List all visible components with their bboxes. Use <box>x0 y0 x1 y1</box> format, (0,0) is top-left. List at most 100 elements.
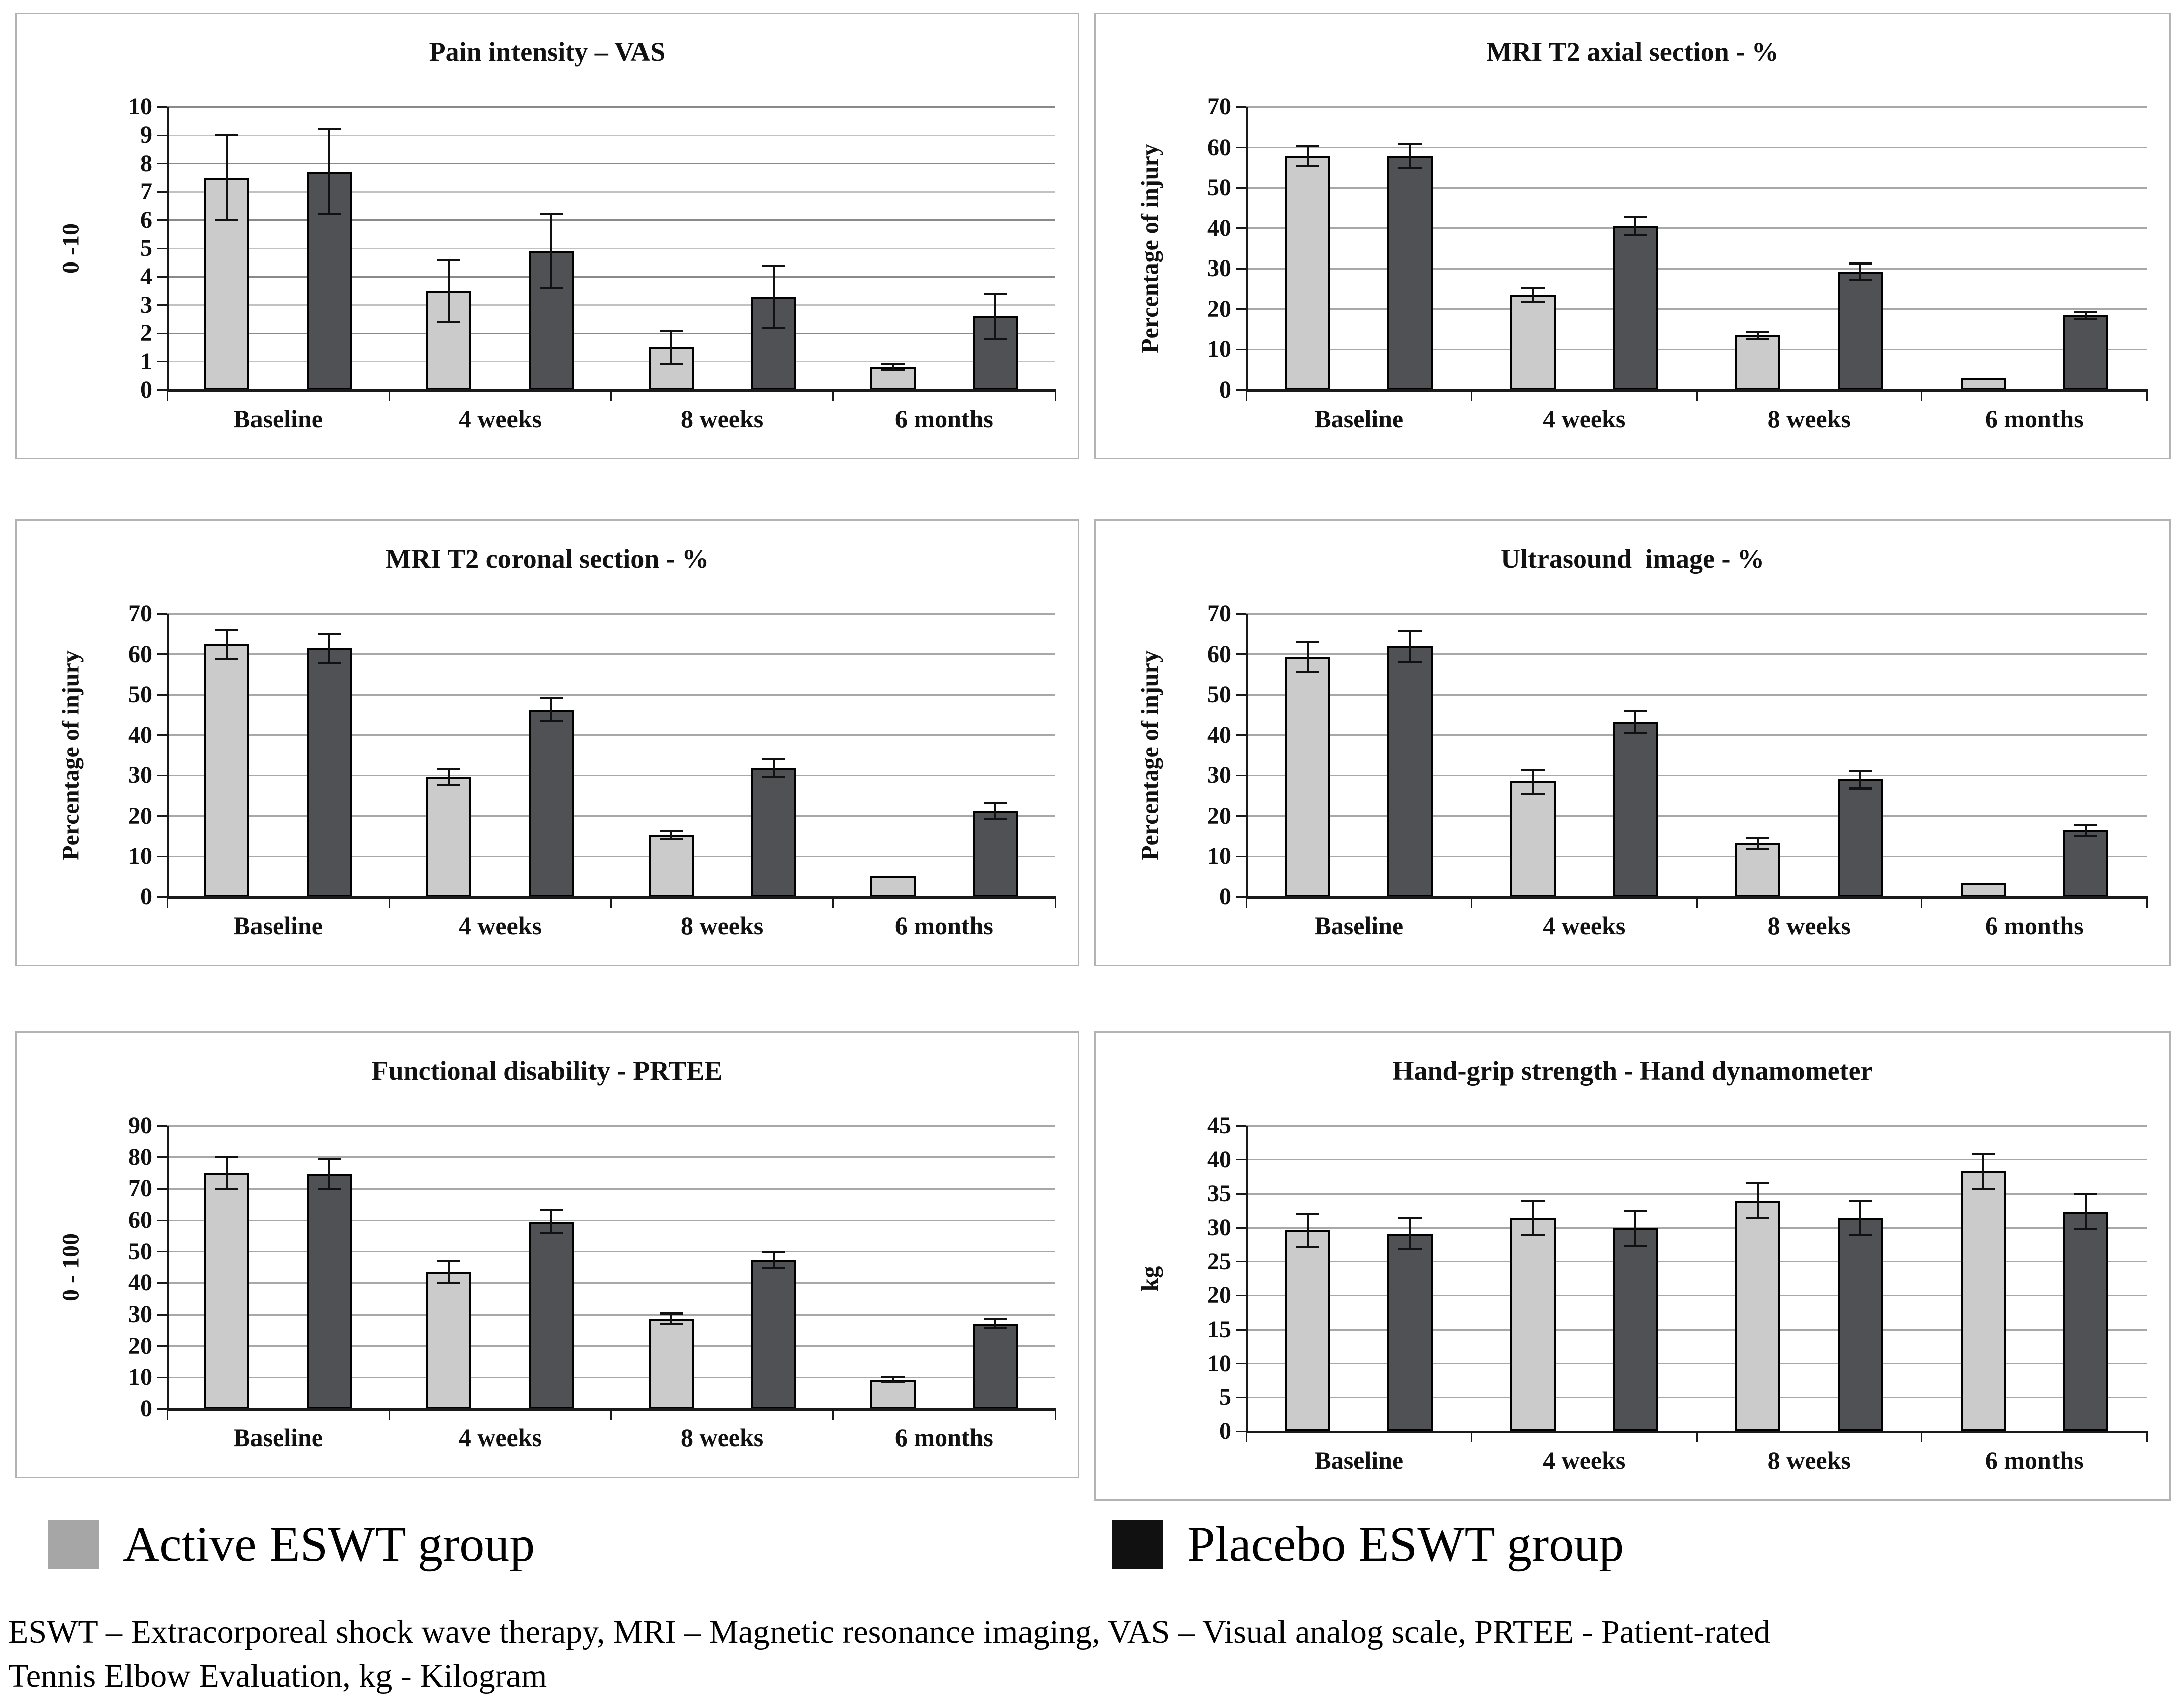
y-tick-label: 60 <box>128 640 152 668</box>
x-tick-mark <box>1245 390 1247 401</box>
bar-placebo-6-months <box>972 1323 1018 1409</box>
chart-panel-mri-coronal: MRI T2 coronal section - % Percentage of… <box>15 519 1079 966</box>
bar-placebo-8-weeks <box>1838 271 1883 390</box>
category-label-baseline: Baseline <box>233 1423 323 1452</box>
error-bar-cap-bottom <box>1398 166 1422 169</box>
error-bar-cap-bottom <box>983 1327 1007 1329</box>
y-tick-mark <box>1236 1227 1246 1229</box>
bar-active-8-weeks <box>648 835 694 897</box>
error-bar-cap-top <box>1623 1210 1647 1212</box>
error-bar-cap-bottom <box>1746 337 1770 340</box>
y-tick-mark <box>157 304 167 306</box>
gridline <box>167 855 1055 857</box>
y-tick-label: 9 <box>140 121 152 149</box>
gridline <box>1246 106 2147 108</box>
y-axis-line <box>167 614 169 898</box>
error-bar-line <box>772 265 775 328</box>
abbreviations-footnote: ESWT – Extracorporeal shock wave therapy… <box>8 1610 2174 1699</box>
y-tick-mark <box>1236 774 1246 776</box>
error-bar-cap-top <box>1971 1153 1995 1155</box>
y-tick-label: 70 <box>1207 93 1231 120</box>
error-bar-line <box>1982 1154 1984 1189</box>
bar-active-baseline <box>1285 155 1331 390</box>
bar-active-8-weeks <box>1735 335 1781 390</box>
bar-active-baseline <box>1285 1230 1331 1431</box>
error-bar-cap-bottom <box>1971 1187 1995 1190</box>
y-tick-mark <box>157 1313 167 1316</box>
y-tick-mark <box>157 1345 167 1347</box>
chart-panel-mri-axial: MRI T2 axial section - % Percentage of i… <box>1094 13 2171 459</box>
error-bar-cap-bottom <box>2074 1228 2097 1230</box>
error-bar-line <box>550 698 553 722</box>
x-tick-mark <box>832 897 834 908</box>
gridline <box>167 653 1055 655</box>
y-tick-label: 0 <box>1219 376 1231 403</box>
error-bar-line <box>994 294 996 339</box>
y-tick-label: 3 <box>140 291 152 318</box>
bar-active-6-months <box>1960 1171 2006 1431</box>
y-tick-label: 15 <box>1207 1316 1231 1343</box>
bar-active-8-weeks <box>1735 843 1781 897</box>
error-bar-cap-top <box>1623 216 1647 218</box>
y-tick-mark <box>1236 613 1246 615</box>
gridline <box>167 694 1055 696</box>
y-tick-mark <box>1236 896 1246 898</box>
bar-placebo-8-weeks <box>1838 1217 1883 1431</box>
y-tick-mark <box>1236 308 1246 310</box>
error-bar-cap-top <box>1521 1200 1545 1203</box>
y-tick-label: 70 <box>1207 600 1231 627</box>
y-tick-mark <box>157 1282 167 1284</box>
error-bar-cap-bottom <box>215 657 239 660</box>
y-tick-label: 30 <box>1207 1214 1231 1241</box>
error-bar-cap-bottom <box>983 338 1007 340</box>
error-bar-line <box>550 1210 553 1234</box>
x-tick-mark <box>1471 1431 1472 1442</box>
y-tick-mark <box>1236 1329 1246 1331</box>
bar-active-baseline <box>204 1173 250 1409</box>
y-tick-mark <box>157 1125 167 1127</box>
y-tick-label: 20 <box>1207 802 1231 829</box>
y-tick-label: 8 <box>140 150 152 177</box>
bar-placebo-4-weeks <box>529 1222 574 1409</box>
error-bar-line <box>670 831 672 839</box>
bar-active-4-weeks <box>1510 1218 1556 1431</box>
y-tick-label: 30 <box>128 762 152 789</box>
y-tick-label: 6 <box>140 206 152 233</box>
y-tick-label: 10 <box>128 1364 152 1391</box>
error-bar-cap-top <box>437 768 461 771</box>
y-tick-label: 50 <box>1207 681 1231 708</box>
error-bar-line <box>670 330 672 365</box>
error-bar-cap-top <box>983 1318 1007 1320</box>
error-bar-line <box>1757 837 1759 849</box>
bar-placebo-4-weeks <box>529 709 574 897</box>
error-bar-line <box>1531 770 1534 794</box>
error-bar-line <box>1859 1200 1862 1235</box>
footnote-line-2: Tennis Elbow Evaluation, kg - Kilogram <box>8 1658 547 1695</box>
category-label-4-weeks: 4 weeks <box>458 911 542 940</box>
gridline <box>167 1188 1055 1190</box>
y-axis-line <box>167 1126 169 1410</box>
error-bar-cap-top <box>1521 287 1545 289</box>
category-label-6-months: 6 months <box>1985 405 2084 433</box>
error-bar-cap-bottom <box>318 1187 341 1190</box>
y-tick-label: 20 <box>128 1332 152 1359</box>
y-tick-label: 90 <box>128 1112 152 1139</box>
y-tick-mark <box>157 361 167 363</box>
error-bar-line <box>2084 824 2087 836</box>
legend-label-placebo: Placebo ESWT group <box>1187 1516 1624 1572</box>
category-label-baseline: Baseline <box>1314 405 1404 433</box>
y-tick-mark <box>1236 268 1246 270</box>
error-bar-cap-top <box>437 1260 461 1263</box>
gridline <box>167 1156 1055 1158</box>
x-tick-mark <box>2146 390 2148 401</box>
gridline <box>1246 1261 2147 1263</box>
gridline <box>1246 653 2147 655</box>
gridline <box>1246 734 2147 736</box>
chart-panel-ultrasound: Ultrasound image - % Percentage of injur… <box>1094 519 2171 966</box>
error-bar-cap-top <box>1849 769 1872 772</box>
bar-active-4-weeks <box>1510 295 1556 390</box>
gridline <box>1246 147 2147 149</box>
error-bar-cap-top <box>1398 142 1422 145</box>
x-tick-mark <box>1921 1431 1922 1442</box>
x-tick-mark <box>1921 897 1922 908</box>
